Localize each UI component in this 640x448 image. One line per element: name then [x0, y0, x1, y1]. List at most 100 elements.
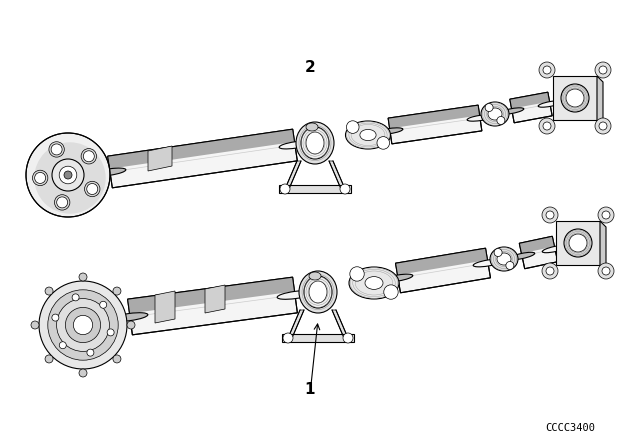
Polygon shape — [388, 105, 482, 144]
Polygon shape — [332, 310, 348, 338]
Circle shape — [64, 171, 72, 179]
Circle shape — [87, 349, 94, 356]
Circle shape — [51, 144, 62, 155]
Circle shape — [599, 66, 607, 74]
Circle shape — [343, 333, 353, 343]
Circle shape — [52, 314, 59, 321]
Circle shape — [113, 287, 121, 295]
Polygon shape — [553, 76, 597, 120]
Circle shape — [49, 142, 64, 157]
Circle shape — [595, 118, 611, 134]
Polygon shape — [288, 310, 304, 338]
Circle shape — [602, 211, 610, 219]
Polygon shape — [519, 236, 557, 269]
Polygon shape — [279, 185, 351, 193]
Circle shape — [561, 84, 589, 112]
Circle shape — [384, 285, 398, 299]
Circle shape — [72, 294, 79, 301]
Ellipse shape — [509, 252, 535, 260]
Circle shape — [60, 166, 77, 184]
Circle shape — [45, 287, 53, 295]
Ellipse shape — [296, 122, 334, 164]
Circle shape — [546, 211, 554, 219]
Circle shape — [602, 267, 610, 275]
Circle shape — [599, 122, 607, 130]
Polygon shape — [205, 285, 225, 313]
Ellipse shape — [301, 127, 329, 159]
Circle shape — [569, 234, 587, 252]
Polygon shape — [600, 221, 606, 271]
Ellipse shape — [383, 274, 413, 282]
Circle shape — [54, 195, 70, 210]
Circle shape — [35, 142, 106, 214]
Polygon shape — [510, 92, 552, 123]
Circle shape — [87, 184, 98, 194]
Circle shape — [497, 116, 505, 125]
Polygon shape — [282, 334, 354, 342]
Polygon shape — [597, 76, 603, 126]
Polygon shape — [155, 291, 175, 323]
Polygon shape — [396, 248, 490, 293]
Circle shape — [33, 170, 48, 185]
Polygon shape — [556, 221, 600, 265]
Circle shape — [127, 321, 135, 329]
Circle shape — [543, 122, 551, 130]
Ellipse shape — [277, 291, 313, 299]
Text: CCCC3400: CCCC3400 — [545, 423, 595, 433]
Circle shape — [598, 207, 614, 223]
Ellipse shape — [481, 102, 509, 126]
Polygon shape — [519, 236, 554, 254]
Circle shape — [113, 355, 121, 363]
Ellipse shape — [309, 281, 327, 303]
Circle shape — [564, 229, 592, 257]
Polygon shape — [108, 129, 294, 169]
Circle shape — [566, 89, 584, 107]
Circle shape — [485, 103, 493, 112]
Ellipse shape — [349, 267, 399, 299]
Polygon shape — [148, 146, 172, 171]
Circle shape — [84, 181, 100, 197]
Ellipse shape — [279, 141, 311, 149]
Circle shape — [539, 118, 555, 134]
Circle shape — [57, 197, 68, 208]
Circle shape — [65, 307, 100, 343]
Circle shape — [35, 172, 45, 183]
Circle shape — [81, 149, 97, 164]
Circle shape — [340, 184, 350, 194]
Circle shape — [26, 133, 110, 217]
Circle shape — [60, 342, 67, 349]
Polygon shape — [329, 161, 345, 189]
Ellipse shape — [377, 128, 403, 134]
Circle shape — [100, 301, 107, 308]
Ellipse shape — [473, 259, 503, 267]
Circle shape — [39, 281, 127, 369]
Circle shape — [83, 151, 94, 162]
Ellipse shape — [360, 129, 376, 141]
Ellipse shape — [112, 313, 148, 321]
Circle shape — [52, 159, 84, 191]
Ellipse shape — [467, 115, 493, 121]
Circle shape — [280, 184, 290, 194]
Ellipse shape — [542, 246, 568, 253]
Text: 1: 1 — [305, 383, 316, 397]
Circle shape — [346, 121, 359, 134]
Polygon shape — [127, 277, 298, 335]
Circle shape — [542, 263, 558, 279]
Ellipse shape — [488, 108, 502, 120]
Circle shape — [542, 207, 558, 223]
Circle shape — [79, 369, 87, 377]
Ellipse shape — [299, 271, 337, 313]
Ellipse shape — [304, 276, 332, 308]
Polygon shape — [388, 105, 479, 129]
Ellipse shape — [346, 121, 390, 149]
Circle shape — [539, 62, 555, 78]
Ellipse shape — [497, 253, 511, 265]
Circle shape — [494, 249, 502, 257]
Ellipse shape — [365, 276, 383, 289]
Polygon shape — [396, 248, 488, 275]
Circle shape — [45, 355, 53, 363]
Circle shape — [48, 290, 118, 360]
Circle shape — [31, 321, 39, 329]
Text: 2: 2 — [305, 60, 316, 76]
Ellipse shape — [306, 123, 318, 131]
